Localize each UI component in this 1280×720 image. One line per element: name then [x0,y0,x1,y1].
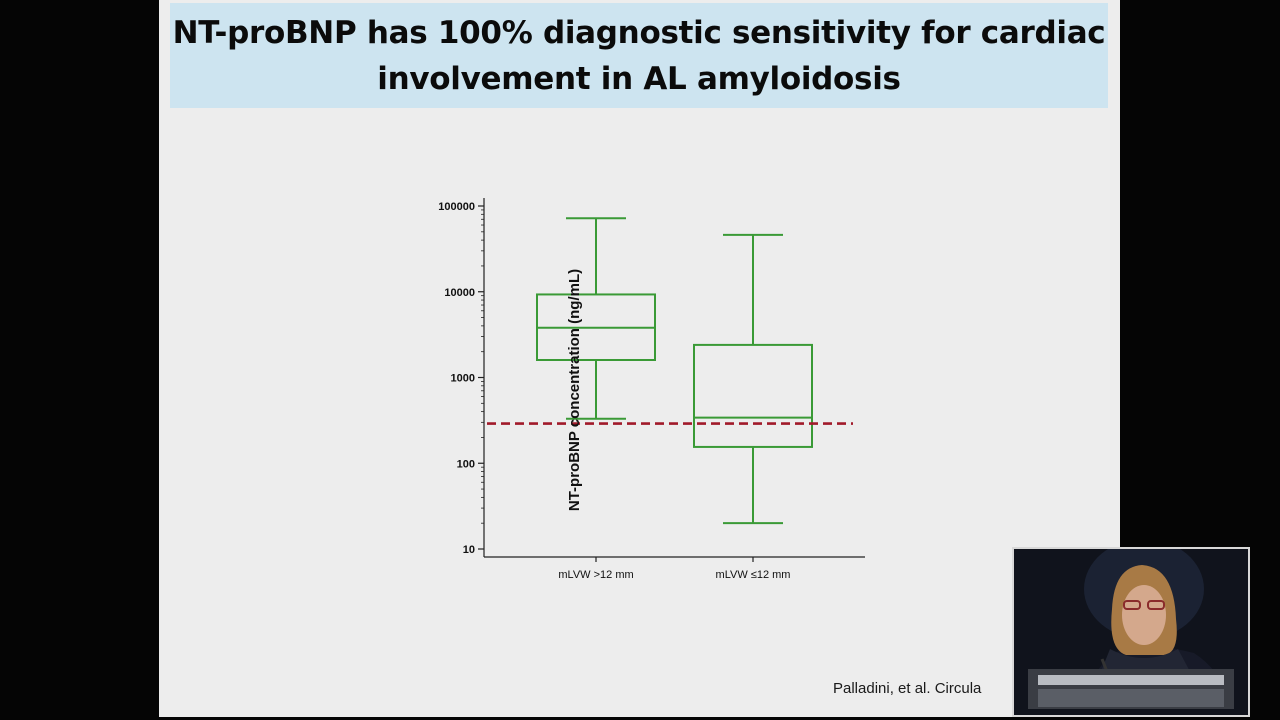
presentation-slide: NT-proBNP has 100% diagnostic sensitivit… [159,0,1120,717]
x-tick-label: mLVW >12 mm [558,569,633,581]
presenter-video-inset [1012,547,1250,717]
y-tick-label: 1000 [451,373,475,385]
citation-text: Palladini, et al. Circula [833,680,982,697]
y-axis-label: NT-proBNP concentration (ng/mL) [566,269,583,511]
slide-title-line-1: NT-proBNP has 100% diagnostic sensitivit… [172,14,1106,51]
slide-title-line-2: involvement in AL amyloidosis [377,60,901,97]
y-tick-label: 10 [463,544,475,556]
y-ticks: 100000 10000 1000 100 10 [438,201,484,556]
slide-title-banner: NT-proBNP has 100% diagnostic sensitivit… [170,3,1108,108]
chart-axes: mLVW >12 mm mLVW ≤12 mm [483,198,865,581]
presenter-video-icon [1014,549,1248,715]
y-tick-label: 100 [457,458,475,470]
x-tick-label: mLVW ≤12 mm [716,569,791,581]
box-series [536,217,813,525]
y-tick-label: 10000 [444,287,475,299]
iqr-box [693,343,813,448]
boxplot-chart: mLVW >12 mm mLVW ≤12 mm 10000010000100010… [438,198,865,581]
y-tick-label: 100000 [438,201,475,213]
